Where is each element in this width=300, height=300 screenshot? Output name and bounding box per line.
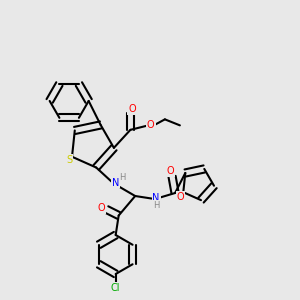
Text: H: H [153, 201, 159, 210]
Text: O: O [167, 166, 174, 176]
Text: Cl: Cl [111, 283, 120, 293]
Text: N: N [152, 193, 160, 202]
Text: O: O [176, 192, 184, 202]
Text: O: O [147, 120, 154, 130]
Text: S: S [66, 155, 72, 165]
Text: N: N [112, 178, 119, 188]
Text: H: H [119, 173, 126, 182]
Text: O: O [98, 203, 105, 213]
Text: O: O [128, 104, 136, 114]
